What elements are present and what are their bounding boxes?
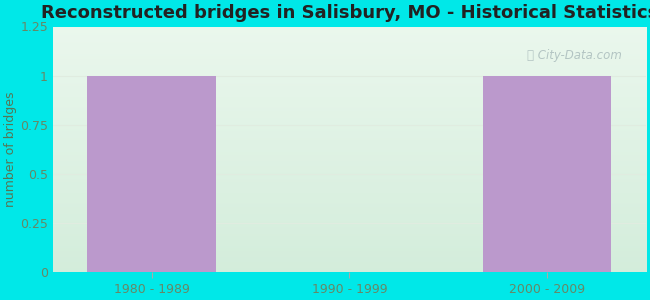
Title: Reconstructed bridges in Salisbury, MO - Historical Statistics: Reconstructed bridges in Salisbury, MO -… [41, 4, 650, 22]
Y-axis label: number of bridges: number of bridges [4, 92, 17, 207]
Bar [483, 76, 611, 272]
Text: ⓘ City-Data.com: ⓘ City-Data.com [527, 49, 622, 62]
Bar [87, 76, 216, 272]
